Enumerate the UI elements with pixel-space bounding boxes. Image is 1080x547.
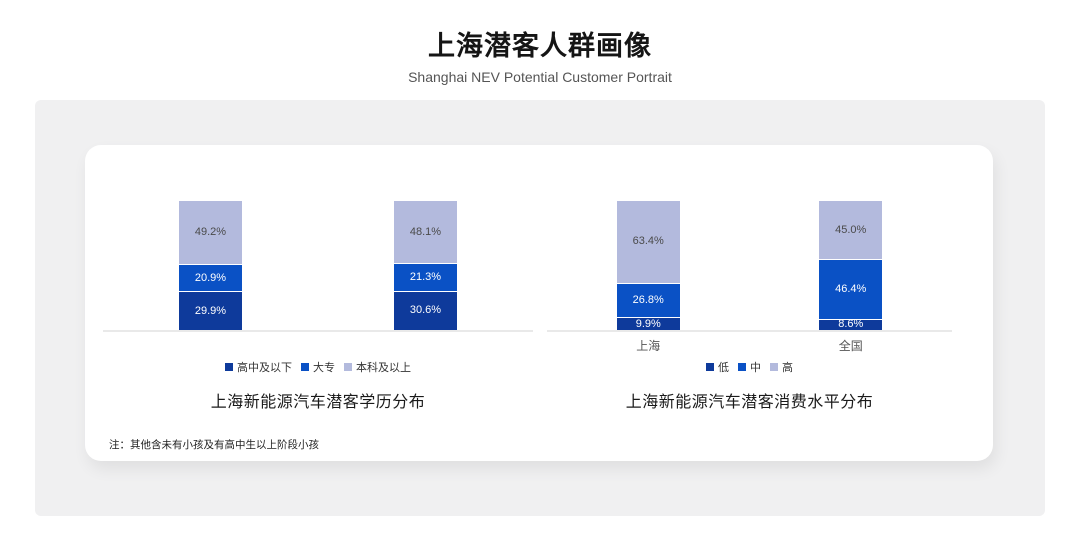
x-axis-label: 上海 — [636, 339, 661, 353]
legend-label: 本科及以上 — [356, 362, 411, 374]
bar-segment: 45.0% — [819, 201, 883, 260]
x-axis-label — [381, 337, 471, 352]
bar-segment: 9.9% — [616, 317, 680, 330]
legend-item: 低 — [706, 359, 729, 375]
legend-label: 高 — [782, 362, 793, 374]
legend-label: 高中及以下 — [237, 362, 292, 374]
consumption-level-chart: 63.4% 26.8% 9.9% 45.0% 46.4% 8.6% 上海 全国 低 中 高 上海… — [547, 145, 952, 461]
legend-label: 低 — [718, 362, 729, 374]
legend-label: 中 — [750, 362, 761, 374]
chart-title: 上海新能源汽车潜客学历分布 — [210, 394, 426, 411]
legend-swatch-icon — [738, 363, 746, 371]
legend-item: 高中及以下 — [225, 359, 292, 375]
chart-card: 49.2% 20.9% 29.9% 48.1% 21.3% 30.6% 高中及以下 大专 本科… — [85, 145, 993, 461]
legend-swatch-icon — [225, 363, 233, 371]
page-subtitle: Shanghai NEV Potential Customer Portrait — [408, 69, 672, 85]
chart-title: 上海新能源汽车潜客消费水平分布 — [625, 394, 874, 411]
footnote: 注：其他含未有小孩及有高中生以上阶段小孩 — [109, 439, 319, 451]
gray-panel: 49.2% 20.9% 29.9% 48.1% 21.3% 30.6% 高中及以下 大专 本科… — [35, 100, 1045, 516]
education-distribution-chart: 49.2% 20.9% 29.9% 48.1% 21.3% 30.6% 高中及以下 大专 本科… — [103, 145, 533, 461]
bar-segment: 30.6% — [394, 290, 457, 330]
x-axis-labels — [103, 337, 533, 352]
bar-segment: 49.2% — [179, 201, 242, 265]
plot-area: 63.4% 26.8% 9.9% 45.0% 46.4% 8.6% — [547, 145, 952, 332]
stacked-bar: 45.0% 46.4% 8.6% — [819, 201, 883, 330]
legend-label: 大专 — [313, 362, 335, 374]
x-axis-labels: 上海 全国 — [547, 337, 952, 353]
page-title: 上海潜客人群画像 — [428, 31, 652, 61]
stacked-bar: 63.4% 26.8% 9.9% — [616, 200, 680, 330]
page-header: 上海潜客人群画像 Shanghai NEV Potential Customer… — [0, 24, 1080, 85]
x-axis-label — [166, 337, 256, 352]
stacked-bar: 49.2% 20.9% 29.9% — [179, 201, 242, 330]
legend-item: 大专 — [301, 359, 335, 375]
bar-segment: 8.6% — [819, 318, 883, 330]
chart-legend: 低中高 — [547, 359, 952, 375]
legend-swatch-icon — [301, 363, 309, 371]
x-axis-label: 全国 — [838, 339, 863, 353]
legend-swatch-icon — [770, 363, 778, 371]
legend-item: 高 — [770, 359, 793, 375]
bar-segment: 29.9% — [179, 291, 242, 330]
plot-area: 49.2% 20.9% 29.9% 48.1% 21.3% 30.6% — [103, 145, 533, 332]
legend-swatch-icon — [706, 363, 714, 371]
bar-segment: 46.4% — [819, 259, 883, 319]
bar-segment: 26.8% — [616, 282, 680, 318]
bar-segment: 21.3% — [394, 263, 457, 291]
chart-legend: 高中及以下 大专 本科及以上 — [103, 359, 533, 375]
bar-segment: 48.1% — [394, 201, 457, 264]
bar-segment: 63.4% — [616, 200, 680, 283]
legend-swatch-icon — [344, 363, 352, 371]
stacked-bar: 48.1% 21.3% 30.6% — [394, 201, 457, 330]
legend-item: 中 — [738, 359, 761, 375]
legend-item: 本科及以上 — [344, 359, 411, 375]
bar-segment: 20.9% — [179, 264, 242, 292]
